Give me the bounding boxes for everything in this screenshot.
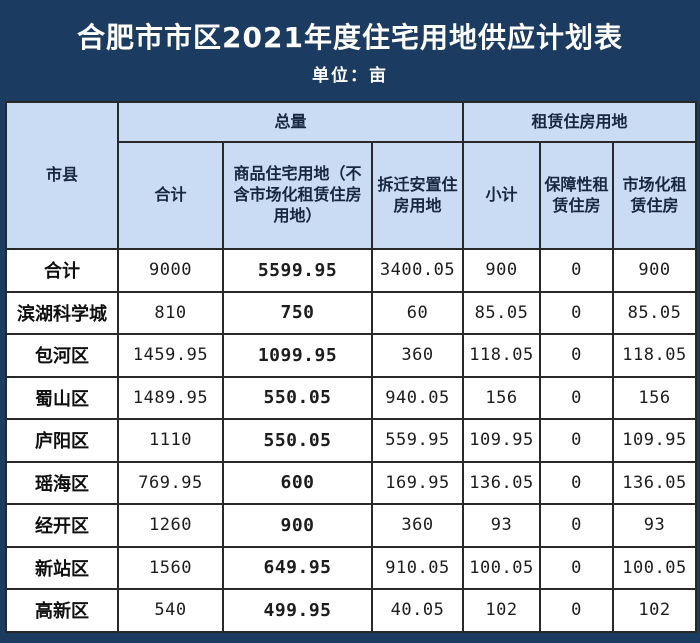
cell-value: 0 <box>539 503 614 548</box>
cell-value: 940.05 <box>371 375 464 420</box>
cell-value: 1110 <box>117 418 224 463</box>
cell-value: 40.05 <box>371 588 464 633</box>
cell-value: 156 <box>611 375 698 420</box>
table-row: 合计 9000 5599.95 3400.05 900 0 900 <box>5 248 698 293</box>
table-row: 瑶海区 769.95 600 169.95 136.05 0 136.05 <box>5 460 698 505</box>
cell-value: 118.05 <box>462 333 541 378</box>
cell-value: 0 <box>539 588 614 633</box>
header-commercial-residential: 商品住宅用地（不含市场化租赁住房用地） <box>222 141 373 250</box>
cell-value: 360 <box>371 333 464 378</box>
cell-value: 118.05 <box>611 333 698 378</box>
cell-value: 600 <box>222 460 373 505</box>
row-label: 经开区 <box>5 503 119 548</box>
cell-value: 0 <box>539 375 614 420</box>
cell-value: 900 <box>222 503 373 548</box>
cell-value: 93 <box>462 503 541 548</box>
row-label: 瑶海区 <box>5 460 119 505</box>
cell-value: 136.05 <box>462 460 541 505</box>
cell-value: 540 <box>117 588 224 633</box>
cell-value: 900 <box>611 248 698 293</box>
cell-value: 559.95 <box>371 418 464 463</box>
header-total-group: 总量 <box>117 101 464 143</box>
cell-value: 0 <box>539 333 614 378</box>
table-row: 经开区 1260 900 360 93 0 93 <box>5 503 698 548</box>
cell-value: 169.95 <box>371 460 464 505</box>
cell-value: 85.05 <box>462 290 541 335</box>
cell-value: 3400.05 <box>371 248 464 293</box>
cell-value: 109.95 <box>462 418 541 463</box>
cell-value: 0 <box>539 290 614 335</box>
cell-value: 85.05 <box>611 290 698 335</box>
cell-value: 1560 <box>117 545 224 590</box>
land-supply-table: 市县 总量 租赁住房用地 合计 商品住宅用地（不含市场化租赁住房用地） 拆迁安置… <box>5 101 698 633</box>
cell-value: 750 <box>222 290 373 335</box>
cell-value: 900 <box>462 248 541 293</box>
row-label: 合计 <box>5 248 119 293</box>
cell-value: 1459.95 <box>117 333 224 378</box>
cell-value: 550.05 <box>222 375 373 420</box>
header-rental-subtotal: 小计 <box>462 141 541 250</box>
cell-value: 1489.95 <box>117 375 224 420</box>
table-body: 合计 9000 5599.95 3400.05 900 0 900 滨湖科学城 810 750 60… <box>5 248 698 633</box>
cell-value: 649.95 <box>222 545 373 590</box>
header-rental-group: 租赁住房用地 <box>461 101 698 143</box>
row-label: 新站区 <box>5 545 119 590</box>
cell-value: 9000 <box>117 248 224 293</box>
page-title: 合肥市市区2021年度住宅用地供应计划表 <box>77 20 623 54</box>
cell-value: 1099.95 <box>222 333 373 378</box>
cell-value: 0 <box>539 248 614 293</box>
cell-value: 550.05 <box>222 418 373 463</box>
row-label: 高新区 <box>5 588 119 633</box>
row-label: 蜀山区 <box>5 375 119 420</box>
cell-value: 810 <box>117 290 224 335</box>
header-region: 市县 <box>5 101 119 250</box>
cell-value: 60 <box>371 290 464 335</box>
cell-value: 0 <box>539 460 614 505</box>
cell-value: 100.05 <box>611 545 698 590</box>
header-resettlement: 拆迁安置住房用地 <box>371 141 464 250</box>
cell-value: 0 <box>539 545 614 590</box>
header-subtotal: 合计 <box>117 141 224 250</box>
cell-value: 93 <box>611 503 698 548</box>
table-header: 市县 总量 租赁住房用地 合计 商品住宅用地（不含市场化租赁住房用地） 拆迁安置… <box>5 101 698 250</box>
header-market-rental: 市场化租赁住房 <box>611 141 698 250</box>
row-label: 庐阳区 <box>5 418 119 463</box>
header-guaranteed-rental: 保障性租赁住房 <box>539 141 614 250</box>
table-row: 蜀山区 1489.95 550.05 940.05 156 0 156 <box>5 375 698 420</box>
cell-value: 769.95 <box>117 460 224 505</box>
title-band: 合肥市市区2021年度住宅用地供应计划表 单位：亩 <box>0 0 700 101</box>
cell-value: 0 <box>539 418 614 463</box>
cell-value: 100.05 <box>462 545 541 590</box>
cell-value: 499.95 <box>222 588 373 633</box>
table-row: 庐阳区 1110 550.05 559.95 109.95 0 109.95 <box>5 418 698 463</box>
cell-value: 102 <box>462 588 541 633</box>
table-row: 滨湖科学城 810 750 60 85.05 0 85.05 <box>5 290 698 335</box>
table-row: 新站区 1560 649.95 910.05 100.05 0 100.05 <box>5 545 698 590</box>
table-row: 高新区 540 499.95 40.05 102 0 102 <box>5 588 698 633</box>
row-label: 包河区 <box>5 333 119 378</box>
cell-value: 156 <box>462 375 541 420</box>
table-row: 包河区 1459.95 1099.95 360 118.05 0 118.05 <box>5 333 698 378</box>
cell-value: 109.95 <box>611 418 698 463</box>
cell-value: 136.05 <box>611 460 698 505</box>
cell-value: 5599.95 <box>222 248 373 293</box>
row-label: 滨湖科学城 <box>5 290 119 335</box>
unit-label: 单位：亩 <box>312 65 388 86</box>
cell-value: 910.05 <box>371 545 464 590</box>
cell-value: 1260 <box>117 503 224 548</box>
cell-value: 102 <box>611 588 698 633</box>
cell-value: 360 <box>371 503 464 548</box>
